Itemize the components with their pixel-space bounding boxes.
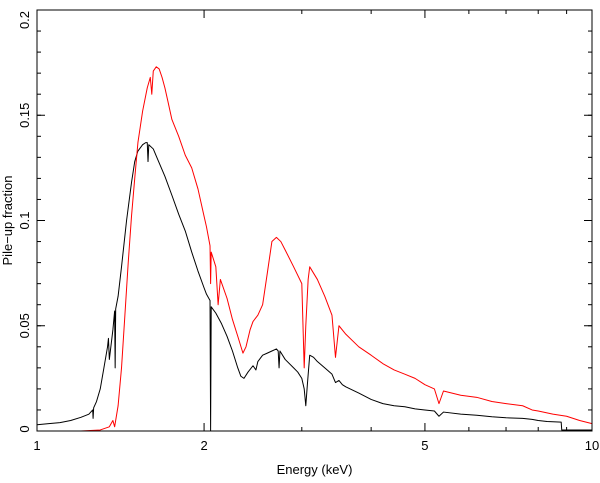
y-tick-label: 0.15: [17, 103, 32, 128]
series-layer: [36, 66, 593, 432]
y-tick-label: 0.1: [17, 211, 32, 229]
x-tick-label: 5: [421, 438, 428, 453]
x-tick-label: 10: [585, 438, 599, 453]
ticks-layer: [36, 9, 593, 432]
x-axis-label: Energy (keV): [277, 462, 353, 477]
y-tick-label: 0.2: [17, 11, 32, 29]
y-tick-label: 0: [17, 425, 32, 432]
series-1-line: [36, 142, 592, 432]
y-tick-label: 0.05: [17, 313, 32, 338]
x-tick-label: 1: [33, 438, 40, 453]
y-axis-label: Pile−up fraction: [0, 176, 15, 266]
series-2-line: [37, 66, 593, 432]
plot-frame: [36, 9, 593, 432]
tick-labels-layer: 1 2 5 10 0 0.05 0.1 0.15 0.2: [17, 11, 599, 453]
x-tick-label: 2: [200, 438, 207, 453]
